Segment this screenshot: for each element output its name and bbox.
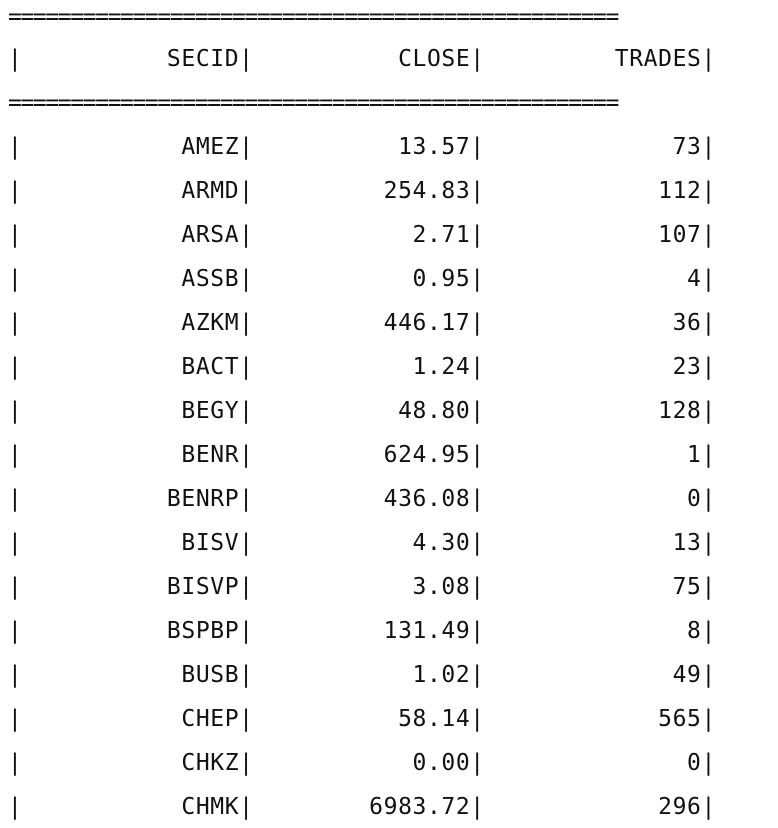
table-header: | SECID| CLOSE| TRADES|	[8, 46, 716, 72]
table-row: | AZKM| 446.17| 36|	[8, 310, 716, 336]
table-row: | CHMK| 6983.72| 296|	[8, 794, 716, 820]
table-row: | BUSB| 1.02| 49|	[8, 662, 716, 688]
table-row: | BEGY| 48.80| 128|	[8, 398, 716, 424]
table-row: | BACT| 1.24| 23|	[8, 354, 716, 380]
table-row: | ARSA| 2.71| 107|	[8, 222, 716, 248]
table-row: | AMEZ| 13.57| 73|	[8, 134, 716, 160]
table-row: | BISVP| 3.08| 75|	[8, 574, 716, 600]
table-row: | ARMD| 254.83| 112|	[8, 178, 716, 204]
terminal-output: ========================================…	[8, 0, 778, 828]
table-row: | BISV| 4.30| 13|	[8, 530, 716, 556]
table-header-separator: ========================================…	[8, 90, 619, 116]
table-row: | ASSB| 0.95| 4|	[8, 266, 716, 292]
table-row: | BENRP| 436.08| 0|	[8, 486, 716, 512]
table-row: | CHEP| 58.14| 565|	[8, 706, 716, 732]
table-top-separator: ========================================…	[8, 4, 619, 30]
table-row: | CHKZ| 0.00| 0|	[8, 750, 716, 776]
table-row: | BSPBP| 131.49| 8|	[8, 618, 716, 644]
table-row: | BENR| 624.95| 1|	[8, 442, 716, 468]
